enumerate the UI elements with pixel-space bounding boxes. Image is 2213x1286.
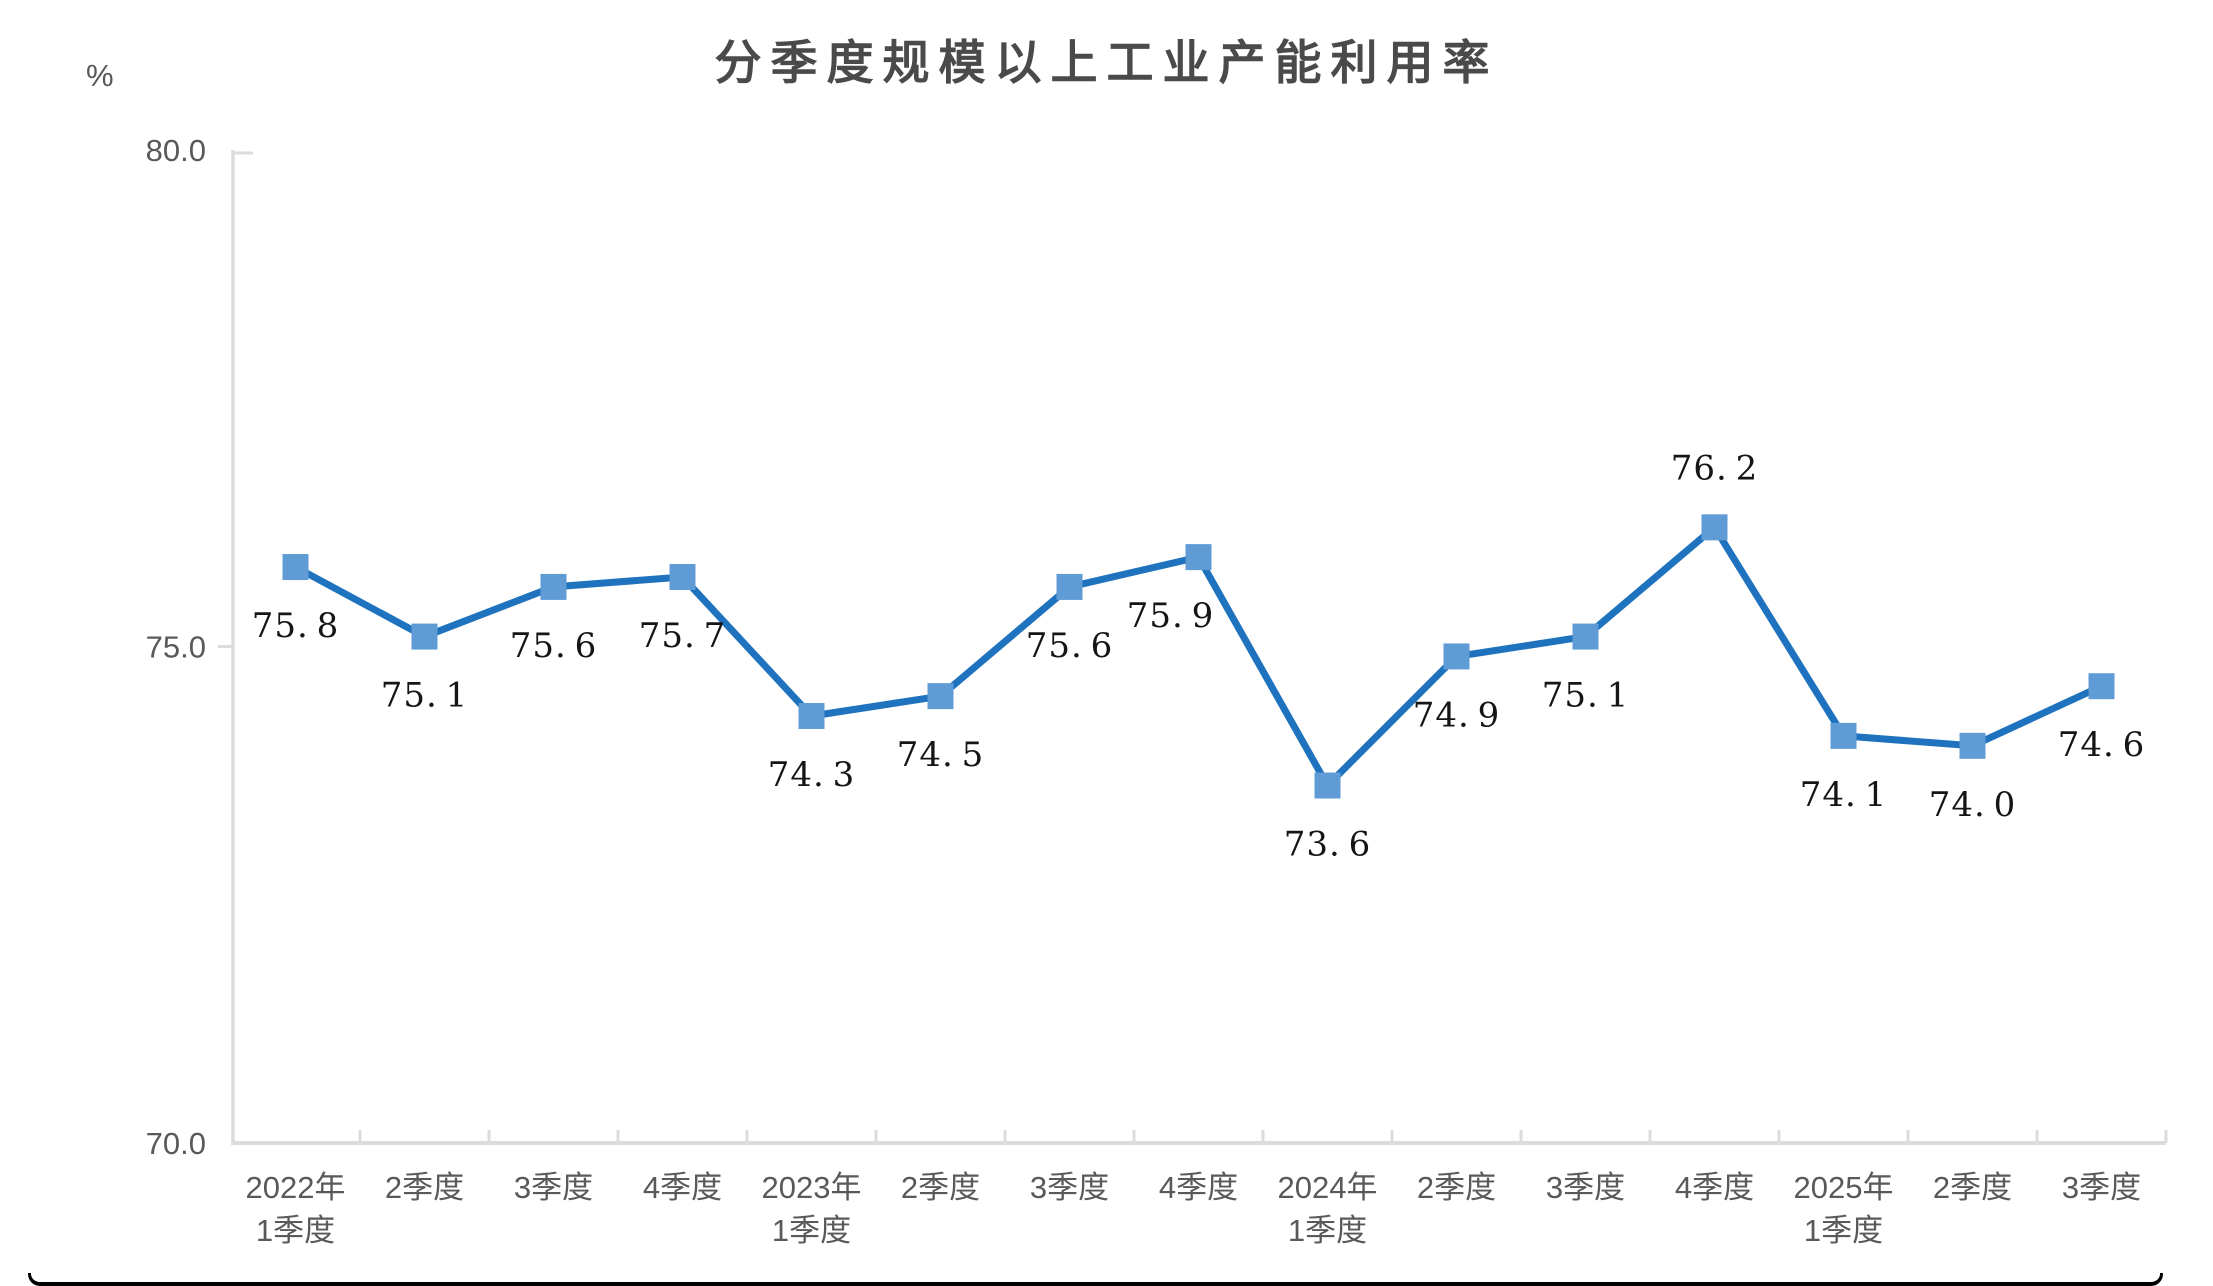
- x-axis-label: 2季度: [901, 1170, 980, 1205]
- data-point-marker: [1314, 772, 1341, 799]
- x-axis-label: 4季度: [643, 1170, 722, 1205]
- data-point-marker: [2088, 673, 2115, 700]
- y-axis-label: 70.0: [146, 1126, 206, 1161]
- data-label: 74. 5: [897, 735, 985, 775]
- x-axis-label: 1季度: [772, 1213, 851, 1248]
- y-axis-unit-label: %: [86, 58, 114, 93]
- data-point-marker: [282, 554, 309, 581]
- x-axis-label: 1季度: [256, 1213, 335, 1248]
- data-label: 75. 9: [1127, 596, 1215, 636]
- data-point-marker: [669, 563, 696, 590]
- x-axis-label: 1季度: [1804, 1213, 1883, 1248]
- data-label: 75. 1: [1542, 676, 1630, 716]
- y-axis-label: 80.0: [146, 133, 206, 168]
- x-axis-label: 4季度: [1675, 1170, 1754, 1205]
- data-label: 75. 1: [381, 676, 469, 716]
- data-label: 75. 6: [510, 626, 598, 666]
- x-axis-label: 3季度: [514, 1170, 593, 1205]
- x-axis-label: 3季度: [2062, 1170, 2141, 1205]
- x-axis-label: 4季度: [1159, 1170, 1238, 1205]
- data-label: 74. 1: [1800, 775, 1888, 815]
- data-point-marker: [927, 683, 954, 710]
- x-axis-label: 2025年: [1794, 1170, 1894, 1205]
- data-point-marker: [1830, 722, 1857, 749]
- data-point-marker: [411, 623, 438, 650]
- data-label: 75. 7: [639, 616, 727, 656]
- data-label: 74. 9: [1413, 695, 1501, 735]
- data-point-marker: [1185, 544, 1212, 571]
- x-axis-label: 2023年: [762, 1170, 862, 1205]
- chart-title: 分季度规模以上工业产能利用率: [714, 36, 1499, 89]
- data-label: 76. 2: [1671, 448, 1759, 488]
- x-axis-label: 2季度: [385, 1170, 464, 1205]
- data-label: 74. 0: [1929, 785, 2017, 825]
- x-axis-label: 3季度: [1546, 1170, 1625, 1205]
- data-label: 75. 8: [252, 606, 340, 646]
- data-point-marker: [1443, 643, 1470, 670]
- data-label: 74. 3: [768, 755, 856, 795]
- data-point-marker: [1701, 514, 1728, 541]
- data-label: 74. 6: [2058, 725, 2146, 765]
- data-point-marker: [1572, 623, 1599, 650]
- x-axis-label: 2024年: [1278, 1170, 1378, 1205]
- data-point-marker: [1056, 573, 1083, 600]
- data-point-marker: [540, 573, 567, 600]
- x-axis-label: 2季度: [1417, 1170, 1496, 1205]
- screenshot-bottom-edge: [28, 1273, 2163, 1286]
- data-point-marker: [1959, 732, 1986, 759]
- data-label: 75. 6: [1026, 626, 1114, 666]
- x-axis-label: 3季度: [1030, 1170, 1109, 1205]
- y-axis-label: 75.0: [146, 630, 206, 665]
- x-axis-label: 2022年: [246, 1170, 346, 1205]
- x-axis-label: 1季度: [1288, 1213, 1367, 1248]
- data-point-marker: [798, 703, 825, 730]
- x-axis-label: 2季度: [1933, 1170, 2012, 1205]
- data-label: 73. 6: [1284, 825, 1372, 865]
